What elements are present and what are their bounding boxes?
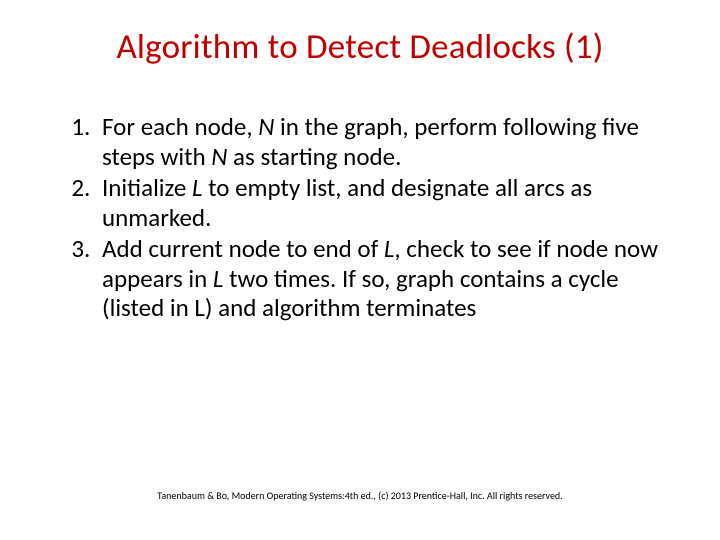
- list-item: For each node, N in the graph, perform f…: [96, 112, 680, 171]
- step-italic: L: [384, 233, 395, 264]
- list-item: Add current node to end of L, check to s…: [96, 234, 680, 323]
- step-italic: L: [213, 263, 224, 294]
- list-item: Initialize L to empty list, and designat…: [96, 173, 680, 232]
- step-text: as starting node.: [227, 141, 401, 172]
- step-list: For each node, N in the graph, perform f…: [40, 112, 680, 323]
- step-text: For each node,: [102, 111, 258, 142]
- slide-title: Algorithm to Detect Deadlocks (1): [0, 0, 720, 82]
- slide: Algorithm to Detect Deadlocks (1) For ea…: [0, 0, 720, 540]
- slide-footer: Tanenbaum & Bo, Modern Operating Systems…: [0, 489, 720, 502]
- step-text: Initialize: [102, 172, 192, 203]
- step-text: Add current node to end of: [102, 233, 384, 264]
- step-italic: N: [211, 141, 227, 172]
- step-italic: N: [258, 111, 274, 142]
- slide-body: For each node, N in the graph, perform f…: [0, 82, 720, 323]
- step-italic: L: [192, 172, 203, 203]
